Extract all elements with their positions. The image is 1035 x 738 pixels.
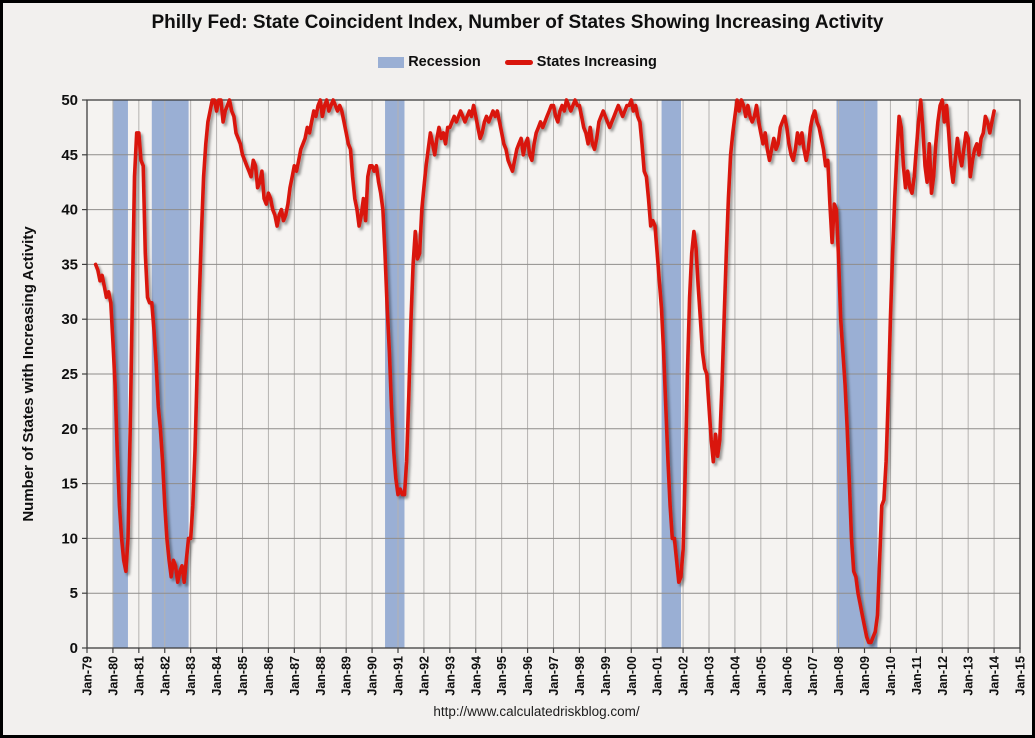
states-increasing-line [93,98,996,645]
x-tick-label: Jan-11 [910,656,924,695]
x-tick-label: Jan-12 [936,656,950,696]
x-tick-label: Jan-90 [366,656,380,696]
y-tick-label: 40 [61,202,78,219]
y-axis-title: Number of States with Increasing Activit… [20,226,37,522]
y-tick-label: 5 [70,585,78,602]
y-tick-label: 0 [70,640,78,657]
x-tick-label: Jan-13 [962,656,976,696]
x-tick-label: Jan-10 [884,656,898,696]
legend-item-recession: Recession [378,54,481,70]
line-series-swatch [504,59,533,65]
x-tick-label: Jan-80 [106,656,120,696]
x-tick-label: Jan-08 [832,656,846,696]
x-tick-label: Jan-04 [728,656,742,696]
x-tick-label: Jan-98 [573,656,587,696]
x-tick-label: Jan-91 [392,656,406,696]
x-tick-label: Jan-96 [521,656,535,696]
x-tick-label: Jan-87 [288,656,302,696]
horizontal-gridlines [87,154,1020,594]
y-tick-label: 10 [61,530,78,547]
x-tick-label: Jan-01 [651,656,665,696]
x-tick-label: Jan-14 [988,656,1002,696]
x-tick-label: Jan-84 [210,656,224,696]
y-tick-label: 45 [61,147,78,164]
x-tick-label: Jan-99 [599,656,613,696]
x-tick-label: Jan-89 [340,656,354,696]
x-tick-label: Jan-79 [81,656,95,696]
y-axis-labels: 0 5 10 15 20 25 30 35 40 45 50 [61,92,78,657]
x-tick-label: Jan-94 [469,656,483,696]
x-tick-label: Jan-88 [314,656,328,696]
x-tick-label: Jan-85 [236,656,250,696]
x-tick-label: Jan-05 [754,656,768,696]
y-tick-label: 50 [61,92,78,109]
x-tick-label: Jan-86 [262,656,276,696]
x-tick-label: Jan-07 [806,656,820,696]
x-tick-label: Jan-06 [780,656,794,696]
x-tick-label: Jan-81 [132,656,146,696]
recession-band-swatch [378,56,405,68]
legend-label-states-increasing: States Increasing [536,54,657,70]
x-tick-label: Jan-15 [1014,656,1028,696]
x-axis-ticks [86,648,1021,653]
x-tick-label: Jan-03 [703,656,717,696]
chart-title: Philly Fed: State Coincident Index, Numb… [151,12,884,33]
x-tick-label: Jan-09 [858,656,872,696]
y-tick-label: 30 [61,311,78,328]
y-tick-label: 35 [61,256,78,273]
x-axis-labels: Jan-79 Jan-80 Jan-81 Jan-82 Jan-83 Jan-84 Jan-… [81,656,1028,696]
x-tick-label: Jan-93 [443,656,457,696]
x-tick-label: Jan-82 [158,656,172,696]
x-tick-label: Jan-00 [625,656,639,696]
source-url: http://www.calculatedriskblog.com/ [433,704,640,719]
plot-area: Jan-79 Jan-80 Jan-81 Jan-82 Jan-83 Jan-84 Jan-… [20,92,1028,696]
legend-label-recession: Recession [408,54,481,70]
y-tick-label: 20 [61,421,78,438]
y-tick-label: 15 [61,476,78,493]
x-tick-label: Jan-95 [495,656,509,696]
legend: Recession States Increasing [3,54,1032,70]
legend-item-states-increasing: States Increasing [504,54,657,70]
x-tick-label: Jan-92 [417,656,431,696]
x-tick-label: Jan-83 [184,656,198,696]
y-axis-ticks [82,99,87,649]
x-tick-label: Jan-97 [547,656,561,696]
x-tick-label: Jan-02 [677,656,691,696]
vertical-gridlines [112,100,995,648]
y-tick-label: 25 [61,366,78,383]
